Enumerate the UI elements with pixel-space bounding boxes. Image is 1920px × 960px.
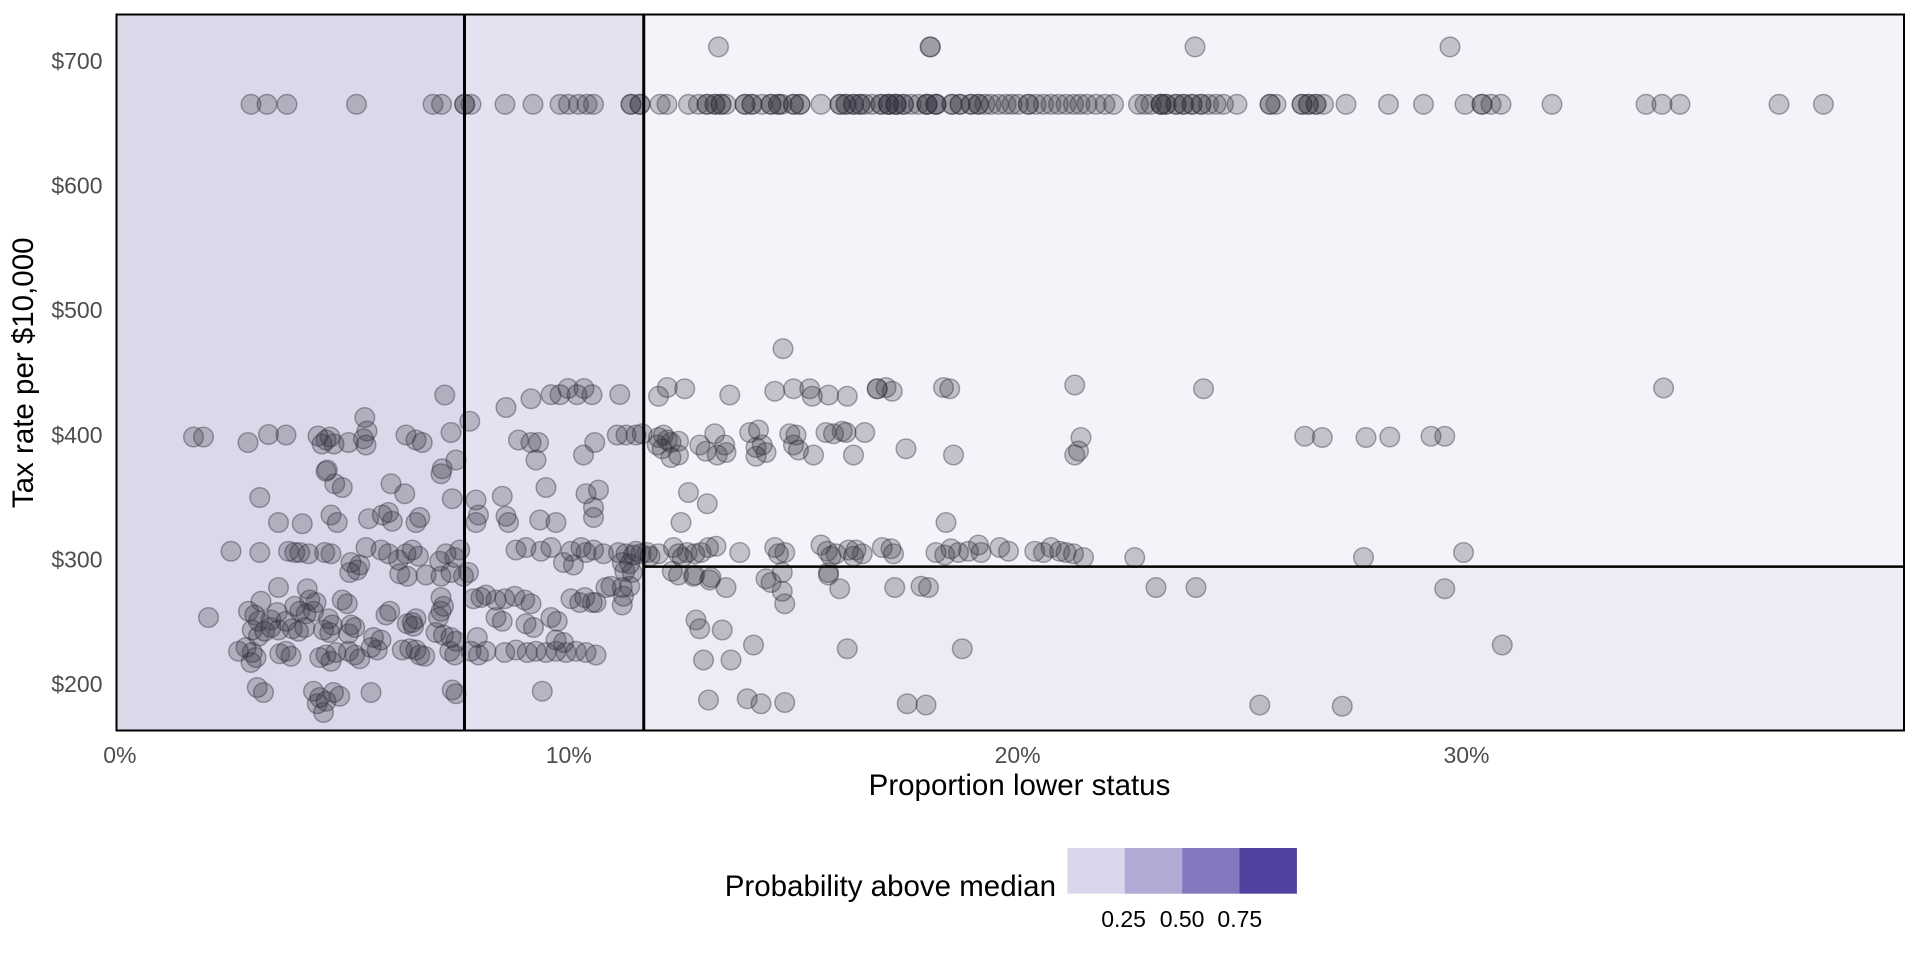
svg-text:Proportion lower status: Proportion lower status [869,769,1171,802]
svg-text:$200: $200 [51,671,102,697]
svg-text:0.50: 0.50 [1160,906,1205,932]
svg-text:20%: 20% [995,742,1041,768]
svg-text:$600: $600 [51,173,102,199]
svg-text:$300: $300 [51,547,102,573]
svg-text:0.75: 0.75 [1217,906,1262,932]
svg-text:Probability above median: Probability above median [725,870,1056,903]
svg-text:Tax rate per $10,000: Tax rate per $10,000 [7,237,40,508]
svg-text:30%: 30% [1443,742,1489,768]
svg-text:$700: $700 [51,48,102,74]
svg-text:0.25: 0.25 [1101,906,1146,932]
svg-text:$500: $500 [51,297,102,323]
svg-text:0%: 0% [103,742,136,768]
svg-text:$400: $400 [51,422,102,448]
svg-text:10%: 10% [546,742,592,768]
